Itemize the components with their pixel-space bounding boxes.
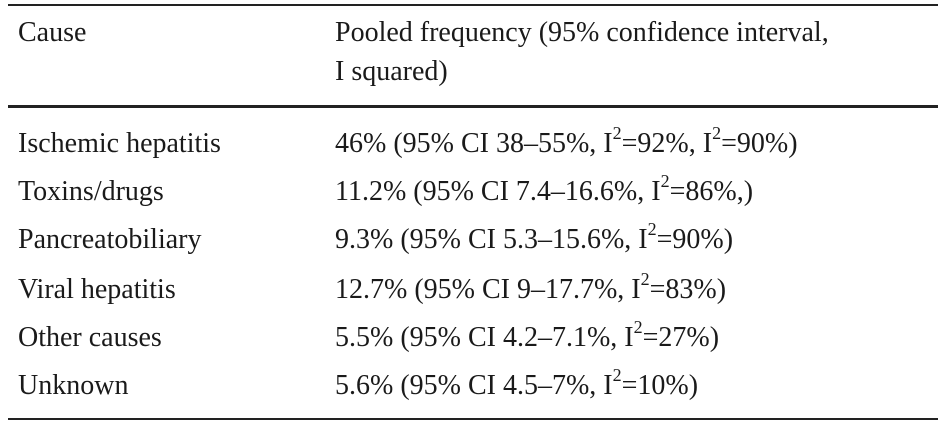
row-frequency: 5.6% (95% CI 4.5–7%, I2=10%): [335, 364, 699, 401]
row-frequency: 9.3% (95% CI 5.3–15.6%, I2=90%): [335, 218, 734, 255]
header-cause: Cause: [18, 17, 87, 48]
header-frequency-line2: I squared): [335, 56, 448, 87]
row-cause: Pancreatobiliary: [18, 224, 202, 255]
row-frequency: 5.5% (95% CI 4.2–7.1%, I2=27%): [335, 316, 720, 353]
row-frequency: 46% (95% CI 38–55%, I2=92%, I2=90%): [335, 122, 798, 159]
table-top-rule: [8, 4, 938, 6]
row-frequency: 12.7% (95% CI 9–17.7%, I2=83%): [335, 268, 727, 305]
row-cause: Ischemic hepatitis: [18, 128, 221, 159]
header-frequency-line1: Pooled frequency (95% confidence interva…: [335, 17, 829, 48]
table-header-rule: [8, 105, 938, 108]
row-frequency: 11.2% (95% CI 7.4–16.6%, I2=86%,): [335, 170, 754, 207]
row-cause: Toxins/drugs: [18, 176, 164, 207]
row-cause: Viral hepatitis: [18, 274, 176, 305]
row-cause: Other causes: [18, 322, 162, 353]
table-bottom-rule: [8, 418, 938, 420]
row-cause: Unknown: [18, 370, 129, 401]
